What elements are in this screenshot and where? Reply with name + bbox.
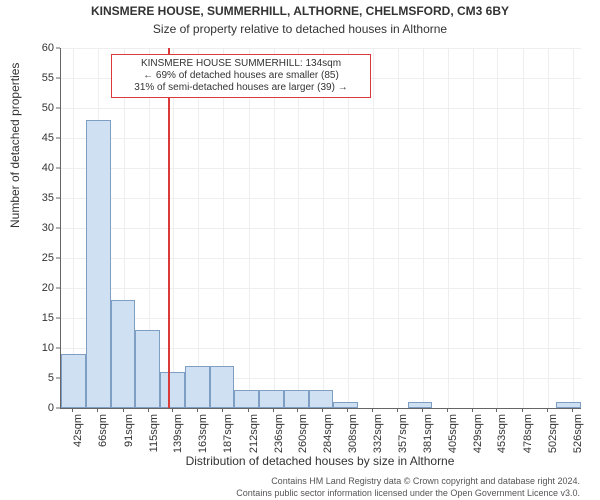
chart-title-line1: KINSMERE HOUSE, SUMMERHILL, ALTHORNE, CH… <box>0 4 600 18</box>
chart-title-line2: Size of property relative to detached ho… <box>0 22 600 36</box>
x-tick-mark <box>273 408 274 412</box>
histogram-bar <box>185 366 210 408</box>
y-tick-label: 10 <box>24 342 54 354</box>
property-marker-line <box>168 48 170 408</box>
x-tick-mark <box>522 408 523 412</box>
x-tick-mark <box>72 408 73 412</box>
y-tick-label: 35 <box>24 192 54 204</box>
x-tick-label: 260sqm <box>297 414 309 453</box>
y-tick-label: 15 <box>24 312 54 324</box>
histogram-bar <box>135 330 160 408</box>
x-tick-label: 66sqm <box>97 414 109 447</box>
x-tick-mark <box>248 408 249 412</box>
x-tick-label: 42sqm <box>72 414 84 447</box>
x-tick-mark <box>422 408 423 412</box>
footer-line-2: Contains public sector information licen… <box>60 488 580 498</box>
x-tick-label: 91sqm <box>123 414 135 447</box>
x-tick-label: 187sqm <box>222 414 234 453</box>
x-tick-mark <box>172 408 173 412</box>
y-tick-label: 20 <box>24 282 54 294</box>
x-tick-mark <box>397 408 398 412</box>
x-tick-label: 332sqm <box>372 414 384 453</box>
x-tick-mark <box>297 408 298 412</box>
y-tick-label: 45 <box>24 132 54 144</box>
x-tick-label: 115sqm <box>148 414 160 452</box>
x-tick-mark <box>496 408 497 412</box>
bars-layer <box>61 48 581 408</box>
y-tick-label: 55 <box>24 72 54 84</box>
x-tick-label: 453sqm <box>496 414 508 453</box>
histogram-bar <box>309 390 334 408</box>
y-tick-label: 25 <box>24 252 54 264</box>
y-tick-label: 0 <box>24 402 54 414</box>
y-tick-label: 60 <box>24 42 54 54</box>
x-tick-label: 478sqm <box>522 414 534 453</box>
x-tick-mark <box>197 408 198 412</box>
histogram-bar <box>160 372 185 408</box>
x-tick-mark <box>322 408 323 412</box>
y-tick-label: 5 <box>24 372 54 384</box>
x-tick-label: 526sqm <box>572 414 584 453</box>
x-tick-mark <box>472 408 473 412</box>
x-tick-mark <box>123 408 124 412</box>
plot-area: KINSMERE HOUSE SUMMERHILL: 134sqm ← 69% … <box>60 48 581 409</box>
histogram-bar <box>61 354 86 408</box>
x-tick-mark <box>447 408 448 412</box>
x-tick-mark <box>547 408 548 412</box>
x-tick-mark <box>148 408 149 412</box>
x-tick-label: 139sqm <box>172 414 184 453</box>
x-tick-mark <box>347 408 348 412</box>
x-axis-label: Distribution of detached houses by size … <box>60 454 580 468</box>
x-tick-label: 236sqm <box>273 414 285 453</box>
x-axis: 42sqm 66sqm 91sqm 115sqm 139sqm 163sqm 187sqm 2… <box>60 408 580 458</box>
x-tick-mark <box>572 408 573 412</box>
x-tick-label: 284sqm <box>322 414 334 453</box>
footer-line-1: Contains HM Land Registry data © Crown c… <box>60 476 580 486</box>
x-tick-label: 357sqm <box>397 414 409 453</box>
x-tick-label: 502sqm <box>547 414 559 453</box>
histogram-bar <box>86 120 111 408</box>
x-tick-label: 212sqm <box>248 414 260 453</box>
x-tick-label: 163sqm <box>197 414 209 453</box>
x-tick-mark <box>97 408 98 412</box>
y-tick-label: 50 <box>24 102 54 114</box>
y-tick-label: 40 <box>24 162 54 174</box>
property-annotation-box: KINSMERE HOUSE SUMMERHILL: 134sqm ← 69% … <box>111 54 371 98</box>
annotation-line-1: KINSMERE HOUSE SUMMERHILL: 134sqm <box>120 58 362 70</box>
histogram-bar <box>234 390 259 408</box>
histogram-bar <box>259 390 284 408</box>
y-axis-label: Number of detached properties <box>8 63 22 228</box>
histogram-bar <box>210 366 235 408</box>
x-tick-mark <box>372 408 373 412</box>
x-tick-label: 405sqm <box>447 414 459 453</box>
annotation-line-2: ← 69% of detached houses are smaller (85… <box>120 70 362 82</box>
x-tick-label: 308sqm <box>347 414 359 453</box>
annotation-line-3: 31% of semi-detached houses are larger (… <box>120 82 362 94</box>
x-tick-mark <box>222 408 223 412</box>
histogram-bar <box>111 300 136 408</box>
histogram-bar <box>284 390 309 408</box>
x-tick-label: 381sqm <box>422 414 434 453</box>
x-tick-label: 429sqm <box>472 414 484 453</box>
y-tick-label: 30 <box>24 222 54 234</box>
